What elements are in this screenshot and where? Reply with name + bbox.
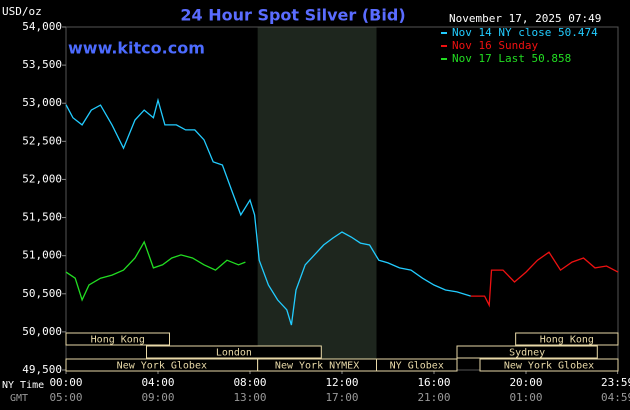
gmt-tick-label: 05:00: [49, 391, 82, 404]
x-tick-label: 16:00: [417, 376, 450, 389]
session-box: [515, 332, 619, 346]
x-tick-label: 04:00: [141, 376, 174, 389]
gmt-tick-label: 04:59: [601, 391, 630, 404]
gmt-tick-label: 13:00: [233, 391, 266, 404]
session-box: [479, 358, 619, 372]
gmt-tick-label: 21:00: [417, 391, 450, 404]
x-tick-label: 08:00: [233, 376, 266, 389]
session-box: [65, 332, 170, 346]
x-tick-label: 12:00: [325, 376, 358, 389]
plot-area: [65, 26, 619, 371]
session-box: [146, 345, 322, 359]
price-line: [65, 97, 471, 326]
x-axis-label: GMT: [10, 393, 28, 404]
gmt-tick-label: 17:00: [325, 391, 358, 404]
y-tick-label: 52,500: [22, 134, 62, 147]
y-tick-label: 50,000: [22, 325, 62, 338]
session-label: New York NYMEX: [275, 361, 359, 372]
session-label: New York Globex: [504, 361, 594, 372]
y-tick-label: 53,000: [22, 96, 62, 109]
session-label: New York Globex: [117, 361, 207, 372]
session-label: London: [216, 348, 252, 359]
price-line: [470, 251, 619, 308]
session-box: [376, 358, 458, 372]
session-label: NY Globex: [390, 361, 444, 372]
x-tick-label: 20:00: [509, 376, 542, 389]
y-tick-label: 54,000: [22, 20, 62, 33]
session-label: Hong Kong: [540, 335, 594, 346]
x-axis-label: NY Time: [2, 380, 44, 391]
gmt-tick-label: 01:00: [509, 391, 542, 404]
y-tick-label: 50,500: [22, 287, 62, 300]
y-tick-label: 51,500: [22, 211, 62, 224]
x-tick-label: 00:00: [49, 376, 82, 389]
y-tick-label: 53,500: [22, 58, 62, 71]
session-box: [456, 345, 598, 359]
highlight-band: [257, 27, 377, 370]
session-label: Hong Kong: [91, 335, 145, 346]
y-tick-label: 51,000: [22, 249, 62, 262]
legend-label: Nov 16 Sunday: [452, 39, 538, 52]
legend-label: Nov 17 Last 50.858: [452, 52, 571, 65]
price-line: [65, 240, 246, 302]
y-tick-label: 52,000: [22, 172, 62, 185]
session-label: Sydney: [509, 348, 545, 359]
y-tick-label: 49,500: [22, 363, 62, 376]
y-axis-label: USD/oz: [2, 5, 42, 18]
legend-label: Nov 14 NY close 50.474: [452, 26, 598, 39]
x-tick-label: 23:59: [601, 376, 630, 389]
timestamp: November 17, 2025 07:49: [449, 12, 601, 25]
chart-title: 24 Hour Spot Silver (Bid): [180, 6, 405, 25]
gmt-tick-label: 09:00: [141, 391, 174, 404]
site-label: www.kitco.com: [68, 39, 205, 58]
